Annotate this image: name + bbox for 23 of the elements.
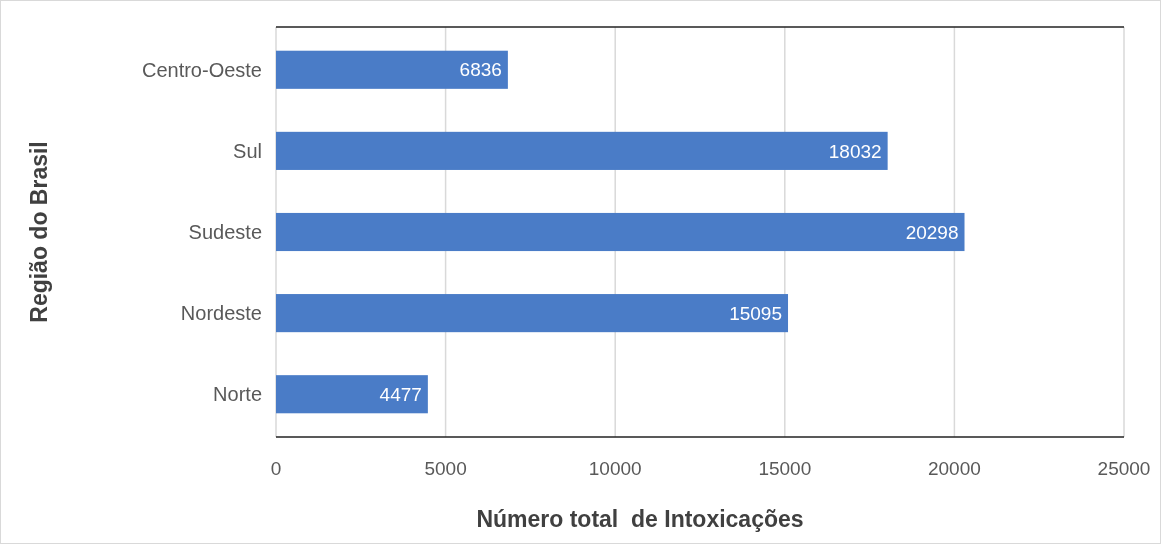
x-tick-label: 25000: [1097, 458, 1151, 479]
y-tick-label: Norte: [213, 383, 262, 406]
data-label: 4477: [379, 383, 422, 405]
x-tick-label: 15000: [758, 458, 812, 479]
bar: [276, 375, 428, 414]
data-label: 6836: [459, 59, 502, 81]
bar: [276, 212, 965, 252]
y-tick-label: Centro-Oeste: [141, 58, 262, 81]
y-tick-label: Sudeste: [188, 221, 262, 243]
data-label: 15095: [729, 302, 783, 324]
y-axis-title: Região do Brasil: [26, 141, 52, 323]
bar: [276, 131, 888, 170]
x-tick-label: 10000: [588, 458, 642, 479]
data-label: 18032: [828, 140, 882, 162]
y-tick-label: Sul: [233, 139, 262, 162]
bar: [276, 294, 789, 333]
x-tick-label: 0: [270, 458, 282, 479]
x-tick-label: 20000: [927, 458, 981, 479]
x-tick-label: 5000: [424, 458, 467, 479]
data-label: 20298: [905, 221, 959, 243]
bar: [276, 50, 508, 89]
y-tick-label: Nordeste: [180, 302, 262, 325]
x-axis-title: Número total de Intoxicações: [476, 506, 804, 532]
